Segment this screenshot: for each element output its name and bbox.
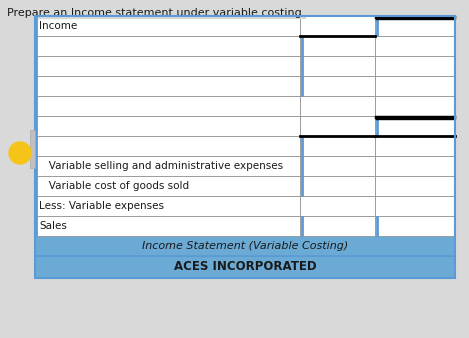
Bar — [375, 56, 455, 76]
Bar — [300, 36, 375, 56]
Text: Less: Variable expenses: Less: Variable expenses — [39, 201, 164, 211]
Bar — [300, 96, 375, 116]
Bar — [35, 156, 300, 176]
Bar — [375, 76, 455, 96]
Bar — [35, 36, 300, 56]
Bar — [300, 196, 375, 216]
Text: Sales: Sales — [39, 221, 67, 231]
Bar — [35, 96, 300, 116]
Bar — [300, 116, 375, 136]
Bar — [375, 16, 455, 36]
Bar — [300, 156, 375, 176]
Bar — [375, 176, 455, 196]
Bar — [375, 156, 455, 176]
Bar — [375, 96, 455, 116]
Bar — [300, 216, 375, 236]
Bar — [375, 116, 455, 136]
Bar — [35, 76, 300, 96]
Bar — [35, 196, 300, 216]
Text: Variable selling and administrative expenses: Variable selling and administrative expe… — [39, 161, 283, 171]
Bar — [35, 56, 300, 76]
Bar — [300, 136, 375, 156]
Bar — [30, 130, 35, 168]
Bar — [300, 16, 375, 36]
Bar — [35, 116, 300, 136]
Bar — [300, 76, 375, 96]
Bar — [375, 136, 455, 156]
Text: Income Statement (Variable Costing): Income Statement (Variable Costing) — [142, 241, 348, 251]
Text: Prepare an Income statement under variable costing.: Prepare an Income statement under variab… — [7, 8, 305, 18]
Bar — [375, 196, 455, 216]
Bar — [375, 36, 455, 56]
Bar — [35, 216, 300, 236]
Bar — [35, 236, 455, 256]
Bar — [35, 176, 300, 196]
Bar — [375, 216, 455, 236]
Bar — [35, 16, 455, 278]
Text: ACES INCORPORATED: ACES INCORPORATED — [174, 261, 316, 273]
Bar — [35, 256, 455, 278]
Text: Variable cost of goods sold: Variable cost of goods sold — [39, 181, 189, 191]
Bar — [300, 56, 375, 76]
Bar — [35, 136, 300, 156]
Bar — [35, 16, 300, 36]
Text: Income: Income — [39, 21, 77, 31]
Circle shape — [9, 142, 31, 164]
Bar — [300, 176, 375, 196]
